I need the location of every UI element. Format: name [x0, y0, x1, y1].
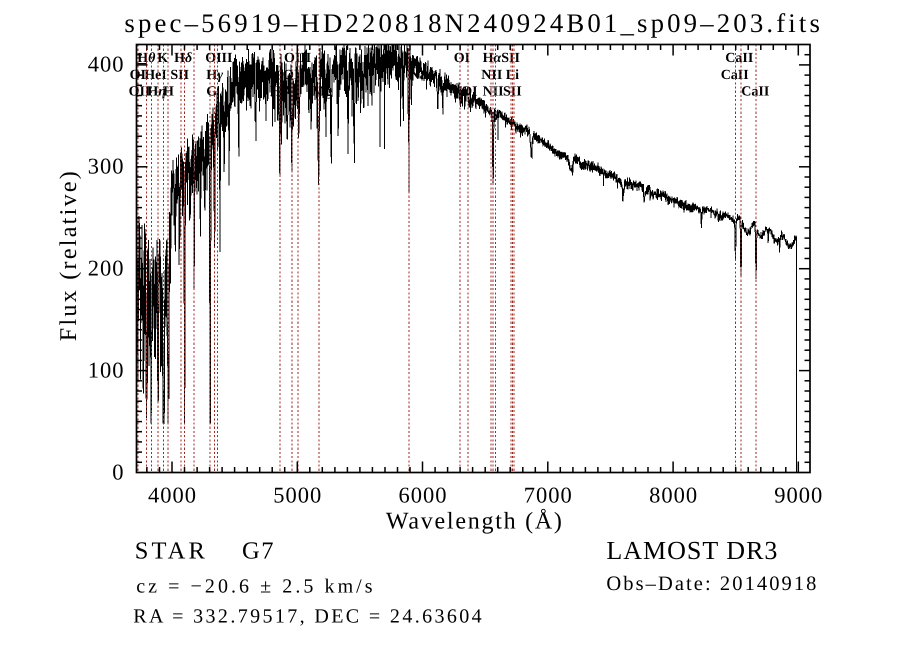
svg-text:8000: 8000: [649, 483, 698, 508]
svg-text:100: 100: [88, 357, 125, 382]
svg-text:200: 200: [88, 256, 125, 281]
svg-text:7000: 7000: [524, 483, 573, 508]
svg-text:CaII: CaII: [721, 68, 749, 83]
svg-text:0: 0: [112, 459, 124, 484]
svg-text:OII: OII: [129, 85, 151, 100]
svg-text:6000: 6000: [399, 483, 448, 508]
svg-text:CaII: CaII: [741, 85, 769, 100]
svg-text:cz = −20.6 ± 2.5 km/s: cz = −20.6 ± 2.5 km/s: [136, 575, 373, 597]
svg-text:NII: NII: [481, 68, 502, 83]
svg-text:SII: SII: [170, 68, 189, 83]
svg-text:HeI: HeI: [144, 68, 167, 83]
svg-text:G7: G7: [242, 538, 274, 565]
svg-text:9000: 9000: [774, 483, 823, 508]
svg-text:Wavelength (Å): Wavelength (Å): [386, 509, 562, 535]
svg-text:Hδ: Hδ: [174, 51, 192, 66]
svg-text:RA = 332.79517, DEC = 24.6360: RA = 332.79517, DEC = 24.63604: [133, 605, 481, 627]
svg-text:OI: OI: [454, 51, 470, 66]
svg-text:Flux (relative): Flux (relative): [56, 171, 82, 341]
svg-text:OIII: OIII: [205, 51, 232, 66]
svg-text:300: 300: [88, 154, 125, 179]
svg-text:LAMOST DR3: LAMOST DR3: [606, 536, 777, 565]
svg-text:G: G: [206, 85, 217, 100]
svg-text:4000: 4000: [148, 483, 197, 508]
svg-text:K: K: [157, 51, 168, 66]
svg-text:5000: 5000: [273, 483, 322, 508]
svg-text:STAR: STAR: [135, 538, 207, 565]
svg-text:Hη: Hη: [147, 85, 166, 100]
svg-text:400: 400: [88, 52, 125, 77]
svg-text:CaII: CaII: [725, 51, 753, 66]
svg-text:spec–56919–HD220818N240924B01_: spec–56919–HD220818N240924B01_sp09–203.f…: [124, 8, 820, 38]
svg-text:HαSII: HαSII: [483, 51, 520, 66]
